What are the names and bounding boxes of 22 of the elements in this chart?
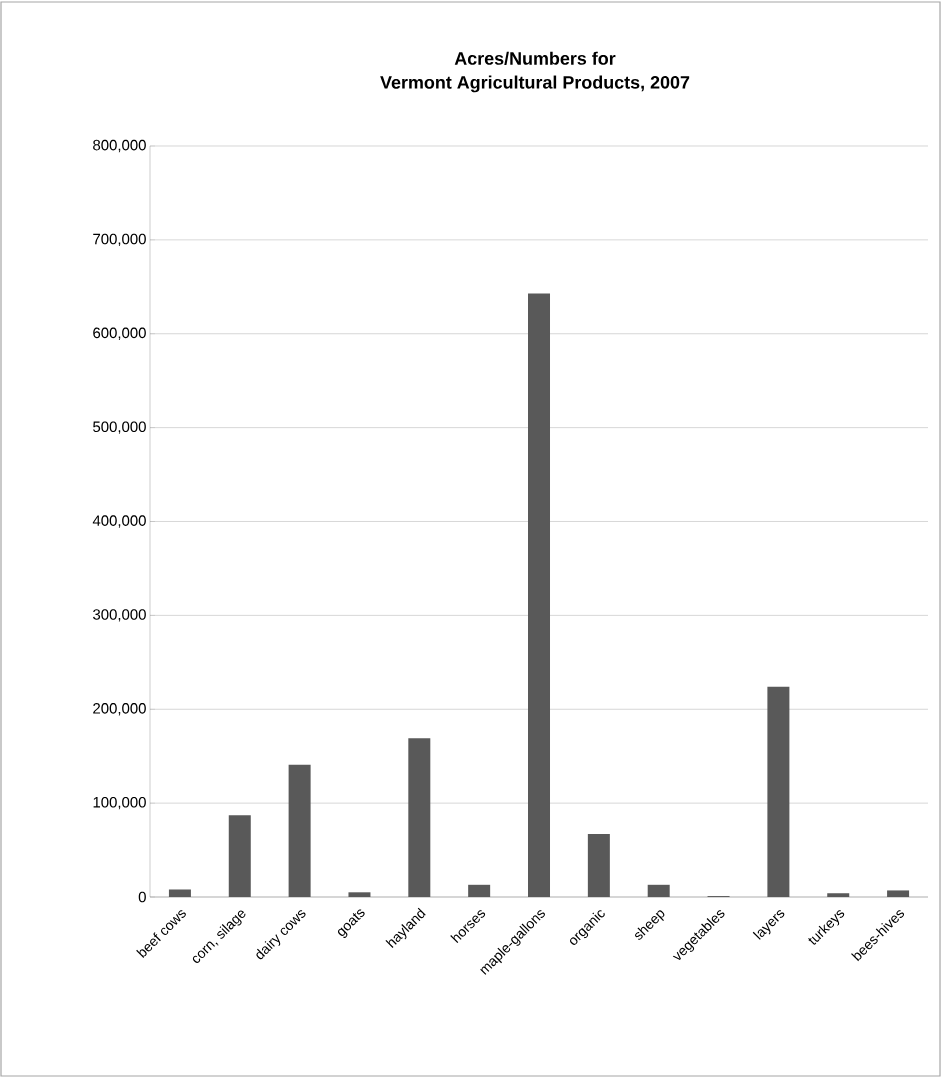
bar (168, 889, 191, 897)
bar (647, 884, 670, 897)
bar (827, 893, 850, 897)
bar (587, 834, 610, 897)
bar (228, 815, 251, 897)
y-tick-label: 800,000 (93, 139, 146, 153)
bar (468, 884, 491, 897)
y-tick-label: 500,000 (93, 421, 146, 434)
bar (528, 293, 550, 897)
y-tick-label: 400,000 (92, 515, 146, 528)
bar (887, 890, 910, 897)
bar (408, 738, 431, 897)
y-tick-label: 100,000 (93, 796, 146, 810)
y-tick-label: 700,000 (93, 233, 146, 247)
bar (348, 892, 371, 897)
y-tick-label: 300,000 (93, 609, 146, 622)
chart-title: Acres/Numbers for Vermont Agricultural Products, 2007 (380, 51, 690, 93)
y-tick-label: 600,000 (93, 327, 146, 340)
bar (288, 764, 311, 897)
y-tick-label: 0 (138, 891, 146, 903)
bar (767, 686, 790, 897)
y-tick-label: 200,000 (93, 703, 146, 716)
